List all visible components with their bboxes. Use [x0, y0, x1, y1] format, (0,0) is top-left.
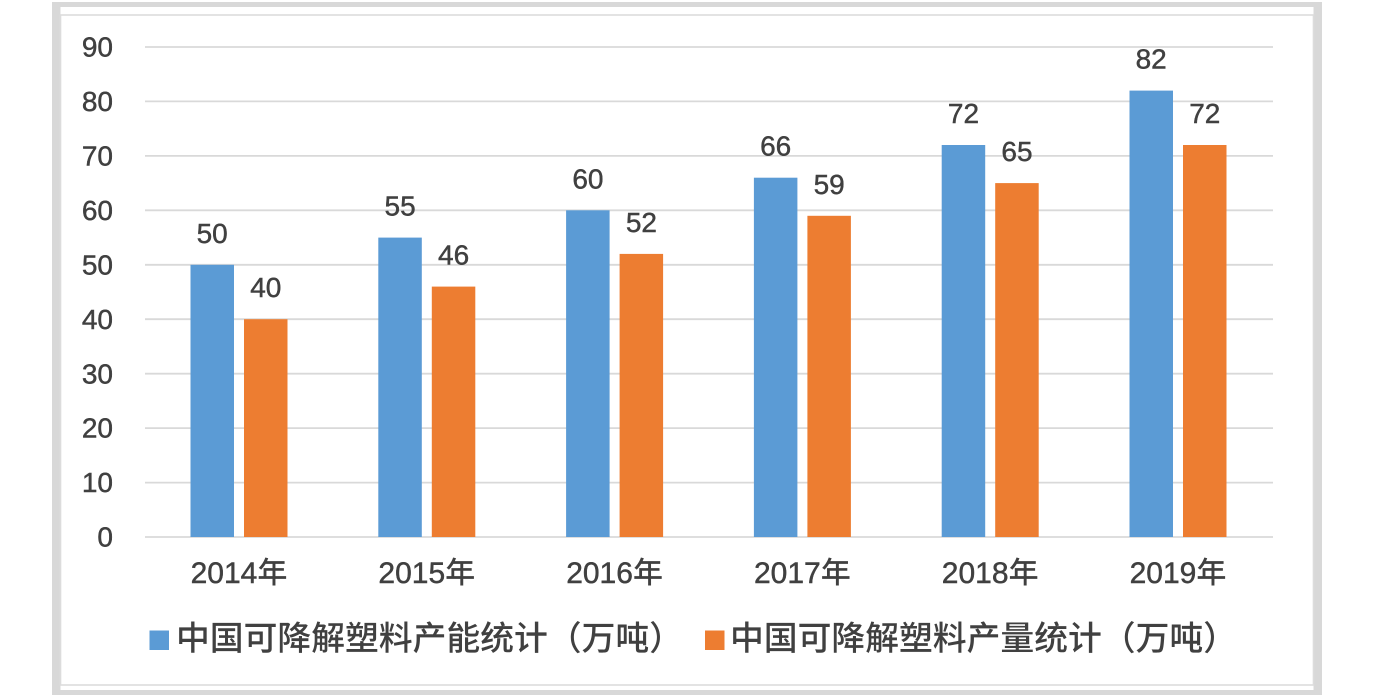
- svg-text:70: 70: [82, 141, 113, 172]
- svg-text:66: 66: [760, 131, 791, 162]
- svg-text:46: 46: [438, 240, 469, 271]
- svg-text:80: 80: [82, 86, 113, 117]
- svg-text:2018: 2018: [942, 557, 1009, 590]
- svg-text:60: 60: [82, 195, 113, 226]
- svg-text:65: 65: [1001, 136, 1032, 167]
- svg-text:55: 55: [385, 191, 416, 222]
- svg-text:2019: 2019: [1130, 557, 1197, 590]
- svg-text:2015: 2015: [378, 557, 445, 590]
- svg-text:72: 72: [1189, 98, 1220, 129]
- svg-text:40: 40: [250, 272, 281, 303]
- svg-text:82: 82: [1136, 44, 1167, 75]
- svg-text:59: 59: [814, 169, 845, 200]
- svg-text:2017: 2017: [754, 557, 821, 590]
- svg-text:90: 90: [82, 32, 113, 63]
- svg-text:52: 52: [626, 207, 657, 238]
- svg-text:20: 20: [82, 413, 113, 444]
- svg-text:60: 60: [572, 163, 603, 194]
- svg-text:2016: 2016: [566, 557, 633, 590]
- svg-text:50: 50: [197, 218, 228, 249]
- svg-text:0: 0: [97, 522, 113, 553]
- svg-text:40: 40: [82, 304, 113, 335]
- svg-text:10: 10: [82, 467, 113, 498]
- svg-text:50: 50: [82, 249, 113, 280]
- svg-text:72: 72: [948, 98, 979, 129]
- svg-text:2014: 2014: [191, 557, 258, 590]
- svg-text:30: 30: [82, 358, 113, 389]
